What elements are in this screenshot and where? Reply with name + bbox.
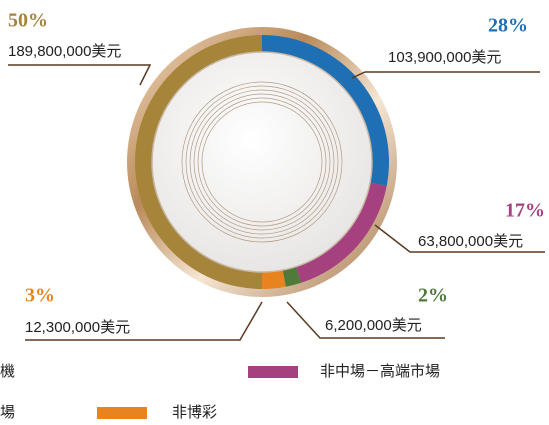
amount-label: 189,800,000美元 bbox=[8, 43, 121, 60]
percent-label: 28% bbox=[488, 15, 528, 37]
amount-label: 103,900,000美元 bbox=[388, 49, 501, 66]
legend-swatch bbox=[97, 407, 147, 419]
percent-label: 2% bbox=[418, 285, 448, 307]
leader-line bbox=[8, 64, 152, 86]
percent-label: 3% bbox=[25, 285, 55, 307]
amount-label: 6,200,000美元 bbox=[325, 317, 422, 334]
plate bbox=[151, 51, 373, 273]
leader-line bbox=[286, 301, 445, 339]
amount-label: 12,300,000美元 bbox=[25, 319, 130, 336]
legend-label: 非中場－高端市場 bbox=[320, 363, 440, 380]
leader-line bbox=[374, 224, 545, 253]
slice bbox=[262, 35, 389, 186]
amount-label: 63,800,000美元 bbox=[418, 233, 523, 250]
plate-rings bbox=[181, 81, 343, 243]
leader-line bbox=[351, 71, 540, 79]
legend-label: 場 bbox=[0, 404, 15, 421]
percent-label: 50% bbox=[8, 10, 48, 32]
legend-swatch bbox=[248, 366, 298, 378]
legend-label: 機 bbox=[0, 363, 15, 380]
slice bbox=[135, 35, 262, 289]
legend-label: 非博彩 bbox=[172, 404, 217, 421]
percent-label: 17% bbox=[505, 200, 545, 222]
leader-line bbox=[25, 301, 263, 341]
